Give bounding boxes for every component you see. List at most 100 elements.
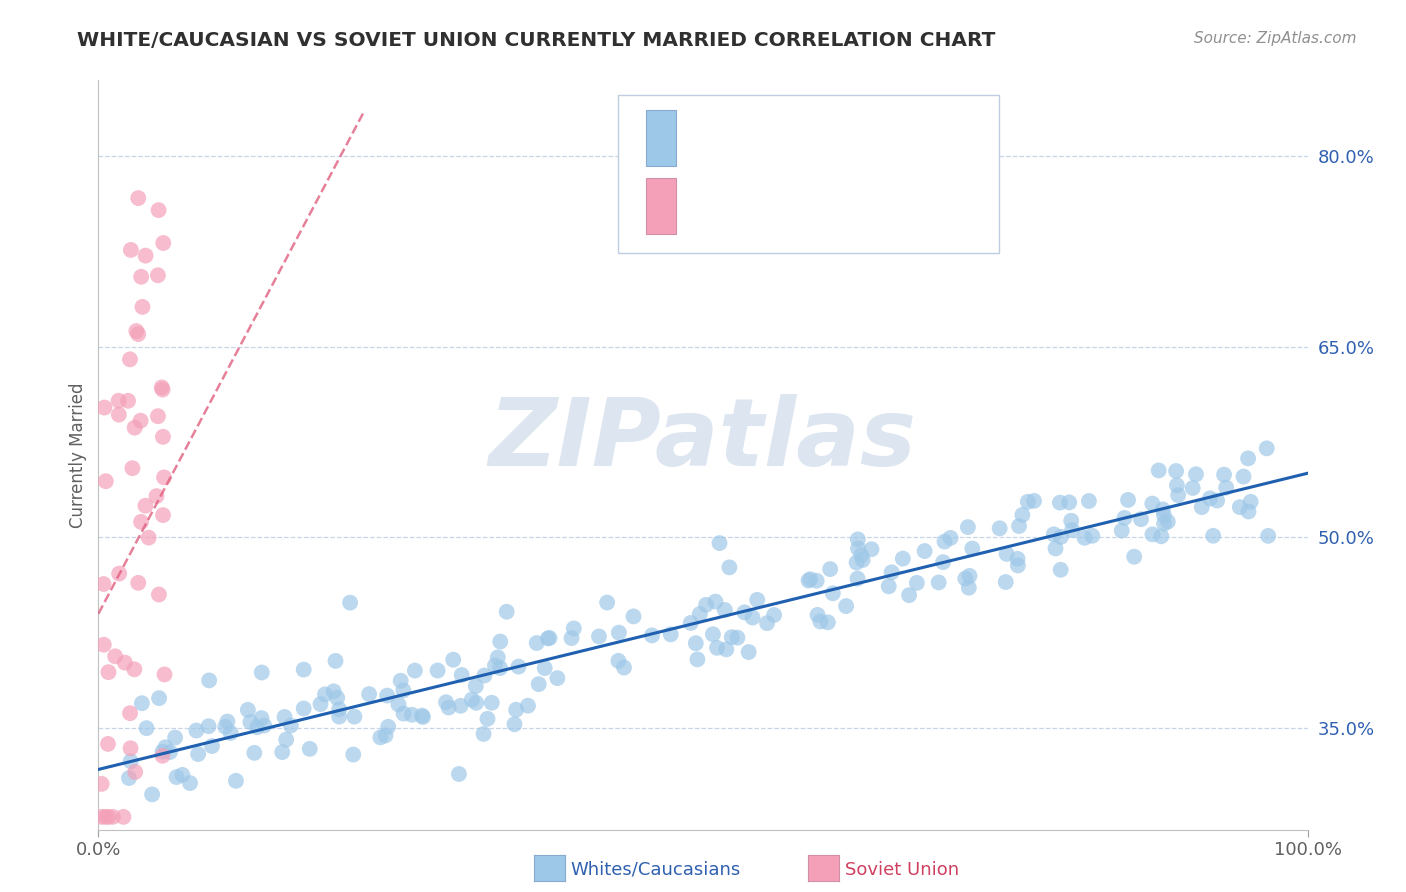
Point xyxy=(1049,563,1071,577)
Point xyxy=(150,380,173,394)
Point xyxy=(426,664,449,678)
Point xyxy=(412,710,434,724)
Point xyxy=(1062,523,1084,537)
Point xyxy=(1237,504,1260,518)
Point xyxy=(1167,488,1189,502)
Point xyxy=(495,605,517,619)
Point xyxy=(734,605,756,619)
Point xyxy=(1049,495,1071,509)
Point xyxy=(1123,549,1146,564)
Point xyxy=(695,598,717,612)
Point xyxy=(172,768,194,782)
Point xyxy=(165,731,187,745)
Point xyxy=(464,679,486,693)
Point xyxy=(1153,508,1175,523)
Point xyxy=(201,739,224,753)
Point xyxy=(292,663,315,677)
Point xyxy=(1007,558,1029,573)
Point xyxy=(845,556,868,570)
Text: R = 0.957   N = 200: R = 0.957 N = 200 xyxy=(697,126,887,145)
Point xyxy=(437,700,460,714)
Point xyxy=(709,536,731,550)
Point xyxy=(152,383,174,397)
Point xyxy=(481,696,503,710)
Point xyxy=(747,592,769,607)
Point xyxy=(1240,495,1263,509)
Point xyxy=(685,636,707,650)
Point xyxy=(526,636,548,650)
Point xyxy=(720,630,742,644)
Point xyxy=(129,269,152,284)
Point xyxy=(955,572,977,586)
Text: WHITE/CAUCASIAN VS SOVIET UNION CURRENTLY MARRIED CORRELATION CHART: WHITE/CAUCASIAN VS SOVIET UNION CURRENTL… xyxy=(77,31,995,50)
Point xyxy=(401,707,423,722)
Point xyxy=(292,701,315,715)
Point xyxy=(236,703,259,717)
Point xyxy=(97,737,120,751)
Point xyxy=(546,671,568,685)
Point xyxy=(374,729,396,743)
Point xyxy=(1185,467,1208,482)
FancyBboxPatch shape xyxy=(619,95,1000,252)
Point xyxy=(1157,515,1180,529)
Point xyxy=(276,732,298,747)
Point xyxy=(741,610,763,624)
Point xyxy=(763,607,786,622)
Point xyxy=(314,687,336,701)
Point xyxy=(851,548,873,562)
Point xyxy=(112,810,135,824)
Point xyxy=(517,698,540,713)
Point xyxy=(131,300,153,314)
Y-axis label: Currently Married: Currently Married xyxy=(69,382,87,528)
Point xyxy=(1060,514,1083,528)
Point xyxy=(1081,529,1104,543)
Point xyxy=(377,720,399,734)
Point xyxy=(1017,495,1039,509)
Point xyxy=(325,654,347,668)
Point xyxy=(527,677,550,691)
Point xyxy=(153,667,176,681)
Point xyxy=(686,652,709,666)
Point xyxy=(93,401,115,415)
Point xyxy=(472,727,495,741)
Point xyxy=(503,717,526,731)
Point xyxy=(1077,494,1099,508)
Point xyxy=(1050,530,1073,544)
Point xyxy=(148,203,170,218)
Point xyxy=(1257,529,1279,543)
Point xyxy=(166,770,188,784)
Point xyxy=(271,745,294,759)
Point xyxy=(124,662,146,676)
Point xyxy=(148,588,170,602)
Point xyxy=(689,607,711,621)
Point xyxy=(152,508,174,522)
Point xyxy=(995,547,1018,561)
FancyBboxPatch shape xyxy=(647,178,676,234)
Point xyxy=(108,566,131,581)
Point xyxy=(127,327,149,342)
Point xyxy=(148,691,170,706)
Point xyxy=(607,625,630,640)
Point xyxy=(118,352,141,367)
Point xyxy=(1045,541,1067,556)
Point xyxy=(404,664,426,678)
Point xyxy=(146,268,169,283)
Point xyxy=(679,615,702,630)
Point xyxy=(1142,527,1164,541)
Point xyxy=(1142,497,1164,511)
Point xyxy=(489,634,512,648)
Point xyxy=(994,574,1017,589)
Point xyxy=(928,575,950,590)
Point xyxy=(1256,442,1278,456)
Point xyxy=(905,575,928,590)
Point xyxy=(1022,494,1045,508)
Point xyxy=(877,579,900,593)
Point xyxy=(124,420,146,434)
Point xyxy=(197,719,219,733)
Point xyxy=(1152,502,1174,516)
Point xyxy=(806,574,828,588)
Point xyxy=(93,577,115,591)
Point xyxy=(392,683,415,698)
Point xyxy=(852,553,875,567)
Point xyxy=(1057,495,1080,509)
